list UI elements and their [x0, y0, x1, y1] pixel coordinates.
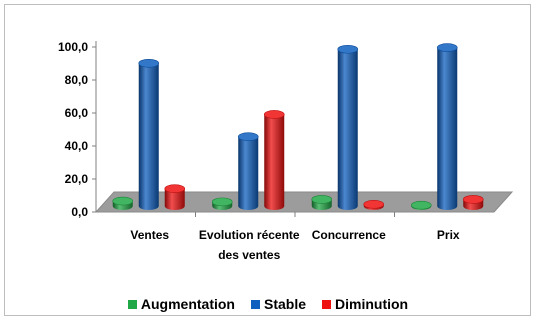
y-tick-label: 100,0 — [58, 40, 88, 54]
bar-stable-4 — [436, 43, 458, 210]
legend-label-stable: Stable — [263, 296, 306, 312]
bar-top — [410, 200, 432, 210]
y-tick-label: 0,0 — [71, 205, 88, 219]
bar-top — [237, 132, 259, 141]
bar-augmentation-4 — [410, 200, 432, 210]
bar-augmentation-3 — [311, 195, 333, 210]
bar-body — [337, 49, 358, 210]
bar-augmentation-2 — [211, 197, 233, 210]
legend-label-augmentation: Augmentation — [140, 296, 235, 312]
bar-body — [264, 114, 285, 210]
legend-item-stable: Stable — [250, 296, 306, 312]
x-category-label: Prix — [437, 228, 460, 242]
bar-top — [462, 195, 484, 204]
y-tick-label: 80,0 — [65, 73, 89, 87]
legend-swatch-stable — [250, 299, 260, 309]
bar-top — [337, 44, 359, 54]
bar-top — [112, 196, 134, 206]
chart-floor — [94, 191, 514, 213]
bar-top — [363, 200, 385, 209]
legend-swatch-augmentation — [127, 299, 137, 309]
bar-stable-3 — [337, 44, 359, 210]
x-category-label: Concurrence — [312, 228, 386, 242]
bar-top — [263, 110, 285, 119]
bar-top — [164, 184, 186, 193]
y-tick-label: 20,0 — [65, 172, 89, 186]
bar-stable-2 — [237, 132, 259, 210]
bar-diminution-3 — [363, 200, 385, 210]
bar-chart: 0,0 20,0 40,0 60,0 80,0 100,0 Ventes Evolution … — [58, 40, 514, 262]
bar-diminution-1 — [164, 184, 186, 210]
bar-body — [238, 136, 259, 210]
bar-augmentation-1 — [112, 196, 134, 210]
bar-top — [311, 195, 333, 204]
x-category-label: Evolution récente des ventes — [199, 228, 300, 262]
bar-diminution-4 — [462, 195, 484, 210]
bar-top — [211, 197, 233, 207]
legend: Augmentation Stable Diminution — [0, 296, 536, 312]
legend-item-augmentation: Augmentation — [127, 296, 235, 312]
bar-top — [138, 58, 160, 68]
bar-stable-1 — [138, 58, 160, 211]
y-tick-label: 60,0 — [65, 106, 89, 120]
bar-top — [436, 43, 458, 52]
x-category-label: Ventes — [130, 228, 169, 242]
bar-body — [437, 47, 458, 210]
legend-swatch-diminution — [322, 299, 331, 309]
y-tick-label: 40,0 — [65, 139, 89, 153]
legend-label-diminution: Diminution — [335, 296, 409, 312]
legend-item-diminution: Diminution — [322, 296, 408, 312]
bar-body — [164, 188, 185, 210]
bar-body — [138, 63, 159, 211]
bar-diminution-2 — [263, 110, 285, 210]
